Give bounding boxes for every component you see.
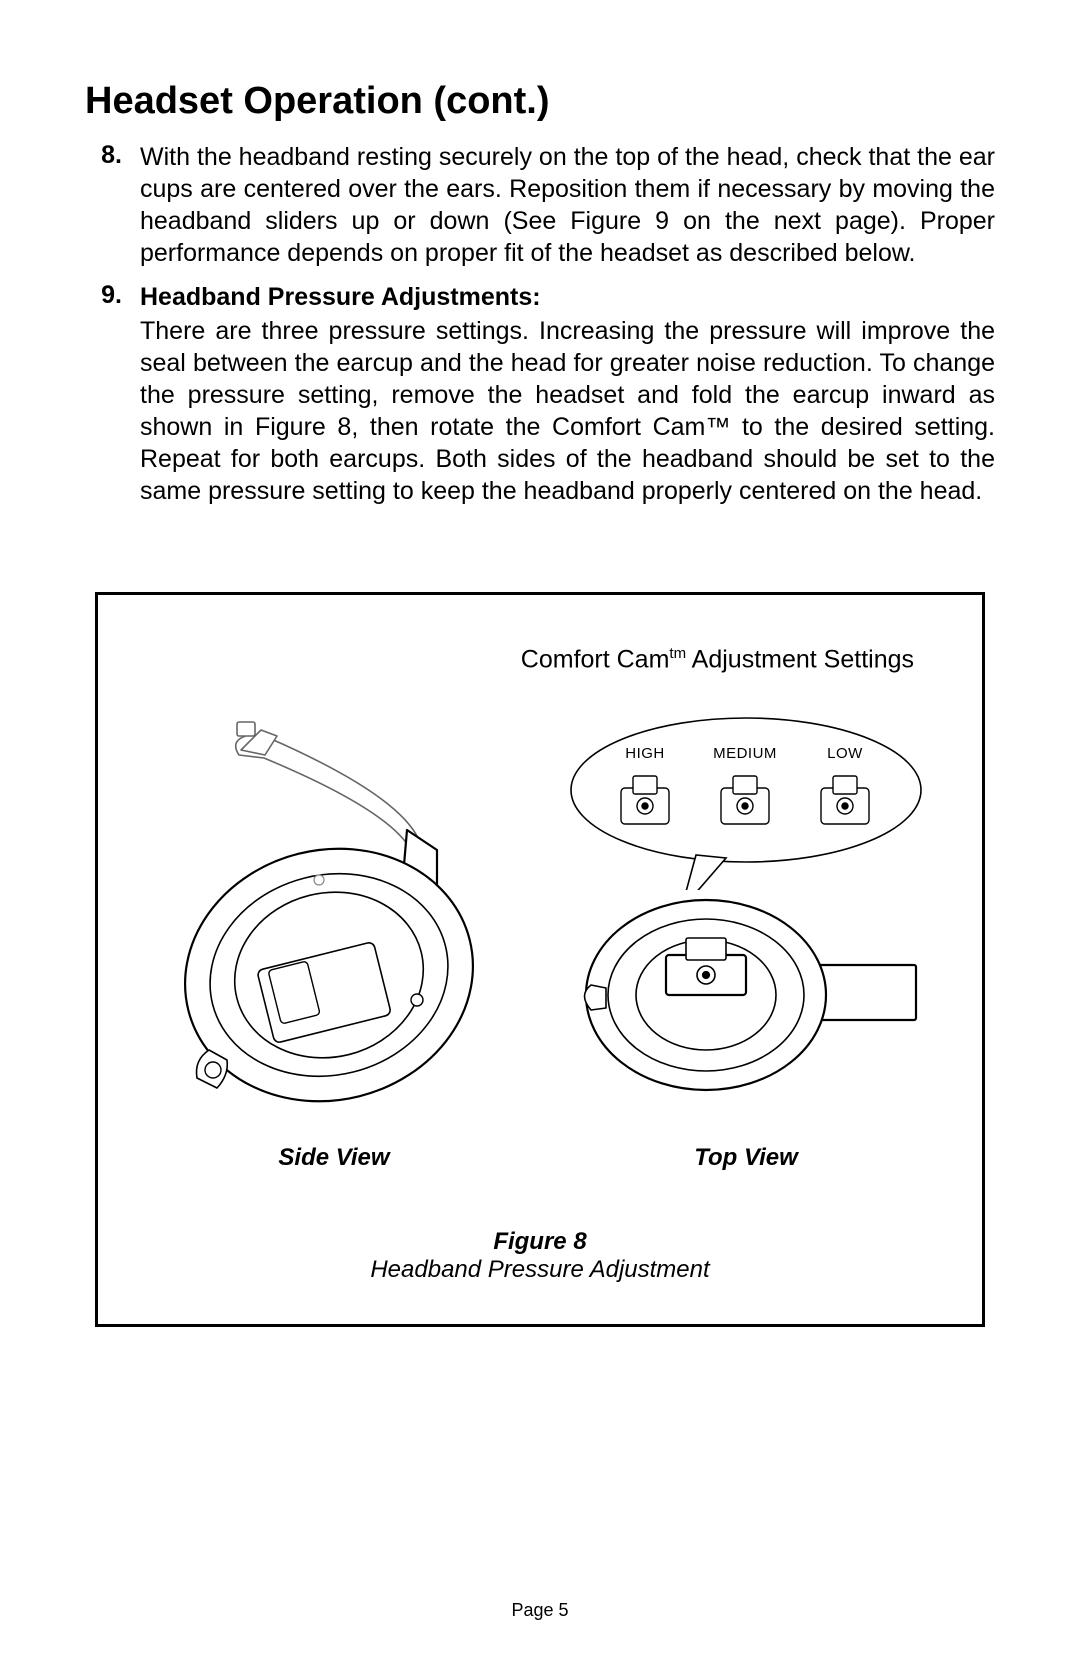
list-item-9: 9. Headband Pressure Adjustments: There … <box>85 281 995 507</box>
page-number: Page 5 <box>0 1600 1080 1621</box>
figure-header: Comfort Camtm Adjustment Settings <box>128 645 952 674</box>
setting-low-label: LOW <box>827 745 863 762</box>
top-view-label: Top View <box>694 1144 798 1172</box>
figure-header-suffix: Adjustment Settings <box>686 645 914 673</box>
figure-header-prefix: Comfort Cam <box>521 645 670 673</box>
side-view-diagram <box>169 700 499 1120</box>
list-heading: Headband Pressure Adjustments: <box>140 281 995 313</box>
list-number: 9. <box>85 281 140 507</box>
side-view-label: Side View <box>278 1144 389 1172</box>
figure-box: Comfort Camtm Adjustment Settings <box>95 592 985 1327</box>
page-title: Headset Operation (cont.) <box>85 80 995 123</box>
figure-caption-title: Figure 8 <box>128 1228 952 1256</box>
top-view-column: HIGH MEDIUM LOW <box>540 710 952 1172</box>
list-text: There are three pressure settings. Incre… <box>140 317 995 505</box>
top-view-diagram <box>566 860 926 1120</box>
list-item-8: 8. With the headband resting securely on… <box>85 141 995 269</box>
figure-caption-desc: Headband Pressure Adjustment <box>128 1256 952 1284</box>
side-view-column: Side View <box>128 700 540 1172</box>
list-body: With the headband resting securely on th… <box>140 141 995 269</box>
setting-high-label: HIGH <box>625 745 665 762</box>
figure-content: Side View <box>128 692 952 1172</box>
figure-caption: Figure 8 Headband Pressure Adjustment <box>128 1228 952 1284</box>
setting-medium-label: MEDIUM <box>713 745 777 762</box>
list-body: Headband Pressure Adjustments: There are… <box>140 281 995 507</box>
tm-mark: tm <box>669 645 686 662</box>
list-number: 8. <box>85 141 140 269</box>
